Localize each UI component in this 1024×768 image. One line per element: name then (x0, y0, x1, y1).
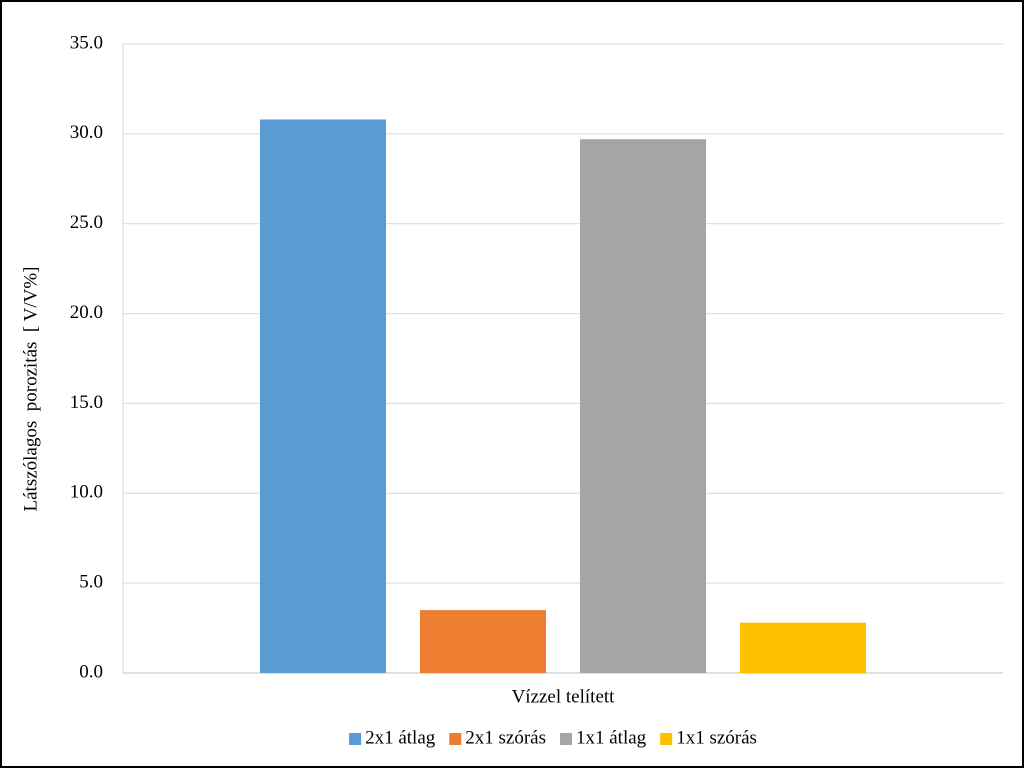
legend-label: 2x1 szórás (465, 727, 546, 748)
legend-swatch (660, 733, 673, 745)
legend-label: 2x1 átlag (365, 727, 436, 748)
bar (580, 139, 706, 674)
y-tick-label: 10.0 (70, 482, 103, 503)
legend-swatch (449, 733, 462, 745)
y-tick-label: 30.0 (70, 122, 103, 143)
y-tick-label: 5.0 (79, 572, 103, 593)
legend-swatch (560, 733, 572, 745)
x-tick-label: Vízzel telített (512, 686, 616, 707)
legend-label: 1x1 átlag (576, 727, 647, 748)
legend-swatch (349, 733, 362, 745)
y-tick-label: 35.0 (70, 32, 103, 53)
y-tick-label: 20.0 (70, 302, 103, 323)
bar (420, 610, 546, 673)
legend-label: 1x1 szórás (676, 727, 757, 748)
bar (740, 622, 866, 673)
y-tick-label: 25.0 (70, 212, 103, 233)
y-tick-label: 0.0 (79, 661, 103, 682)
y-tick-label: 15.0 (70, 392, 103, 413)
bar (260, 119, 386, 674)
y-axis-label: Látszólagos porozitás [ V/V%] (20, 266, 41, 511)
